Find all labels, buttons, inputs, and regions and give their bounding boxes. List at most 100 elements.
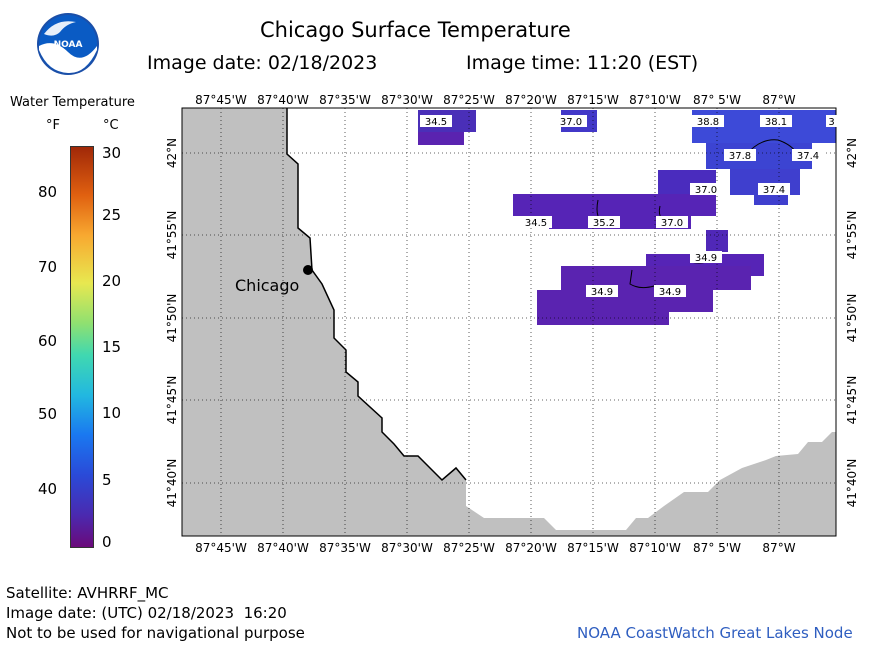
lon-tick-label: 87°35'W bbox=[319, 541, 371, 555]
temp-label-box bbox=[690, 183, 722, 195]
temp-label-box bbox=[758, 183, 790, 195]
legend-f-tick: 80 bbox=[38, 183, 58, 201]
longitude-labels-bottom: 87°45'W 87°40'W 87°35'W 87°30'W 87°25'W 87°20… bbox=[195, 541, 796, 555]
legend-title: Water Temperature bbox=[10, 95, 135, 110]
city-label: Chicago bbox=[235, 276, 299, 295]
lon-tick-label: 87°30'W bbox=[381, 541, 433, 555]
legend-c-tick: 10 bbox=[102, 404, 122, 422]
image-date: Image date: 02/18/2023 bbox=[147, 52, 378, 74]
latitude-labels-right: 42°N 41°55'N 41°50'N 41°45'N 41°40'N bbox=[845, 138, 859, 508]
lon-tick-label: 87°W bbox=[762, 541, 795, 555]
lat-tick-label: 42°N bbox=[165, 138, 179, 168]
temp-label: 38.8 bbox=[697, 117, 719, 128]
temp-label: 34.9 bbox=[695, 253, 717, 264]
lon-tick-label: 87°10'W bbox=[629, 541, 681, 555]
legend-c-tick: 0 bbox=[102, 533, 112, 551]
lat-tick-label: 41°55'N bbox=[845, 211, 859, 260]
lat-tick-label: 41°45'N bbox=[845, 376, 859, 425]
temp-label: 37.8 bbox=[729, 151, 751, 162]
legend-c-tick: 25 bbox=[102, 206, 122, 224]
page-title: Chicago Surface Temperature bbox=[260, 18, 571, 42]
sst-cell bbox=[418, 132, 464, 145]
svg-text:NOAA: NOAA bbox=[54, 40, 83, 50]
lat-tick-label: 41°40'N bbox=[165, 459, 179, 508]
lon-tick-label: 87°40'W bbox=[257, 93, 309, 107]
temp-label: 34.5 bbox=[525, 218, 547, 229]
chicago-marker-icon bbox=[303, 265, 313, 275]
temp-label-box bbox=[520, 216, 552, 228]
sst-cell bbox=[537, 290, 713, 312]
lat-tick-label: 41°40'N bbox=[845, 459, 859, 508]
sst-cell bbox=[754, 195, 788, 205]
legend-unit-f: °F bbox=[46, 118, 60, 133]
image-time: Image time: 11:20 (EST) bbox=[466, 52, 699, 74]
temp-label-box bbox=[826, 115, 837, 127]
temperature-cells bbox=[418, 110, 836, 325]
lon-tick-label: 87°45'W bbox=[195, 93, 247, 107]
credit: NOAA CoastWatch Great Lakes Node bbox=[577, 624, 853, 642]
temp-label: 35.2 bbox=[593, 218, 615, 229]
lat-tick-label: 41°50'N bbox=[165, 294, 179, 343]
legend-f-tick: 70 bbox=[38, 258, 58, 276]
lat-tick-label: 41°55'N bbox=[165, 211, 179, 260]
temp-label: 34.9 bbox=[659, 287, 681, 298]
latitude-labels-left: 42°N 41°55'N 41°50'N 41°45'N 41°40'N bbox=[165, 138, 179, 508]
longitude-labels-top: 87°45'W 87°40'W 87°35'W 87°30'W 87°25'W 87°20… bbox=[195, 93, 796, 107]
lat-lon-grid bbox=[182, 108, 836, 536]
disclaimer: Not to be used for navigational purpose bbox=[6, 624, 305, 642]
temp-label: 37.4 bbox=[763, 185, 785, 196]
lon-tick-label: 87°25'W bbox=[443, 541, 495, 555]
temp-label-box bbox=[654, 285, 686, 297]
coastline bbox=[286, 108, 467, 482]
temp-label-box bbox=[760, 115, 792, 127]
legend-f-tick: 50 bbox=[38, 405, 58, 423]
lon-tick-label: 87°25'W bbox=[443, 93, 495, 107]
map-frame bbox=[181, 107, 837, 537]
sst-cell bbox=[513, 194, 716, 216]
legend-f-tick: 60 bbox=[38, 332, 58, 350]
lon-tick-label: 87°15'W bbox=[567, 541, 619, 555]
sst-cell bbox=[537, 312, 669, 325]
temp-label: 37.0 bbox=[661, 218, 683, 229]
temp-label-box bbox=[586, 285, 618, 297]
satellite-label: Satellite: AVHRRF_MC bbox=[6, 584, 169, 602]
legend-c-tick: 5 bbox=[102, 471, 112, 489]
lon-tick-label: 87°40'W bbox=[257, 541, 309, 555]
lat-tick-label: 41°50'N bbox=[845, 294, 859, 343]
lon-tick-label: 87°10'W bbox=[629, 93, 681, 107]
temp-label: 34.9 bbox=[591, 287, 613, 298]
lon-tick-label: 87° 5'W bbox=[693, 93, 741, 107]
temp-label-box bbox=[692, 115, 724, 127]
temp-label: 37.0 bbox=[560, 117, 582, 128]
legend-unit-c: °C bbox=[103, 118, 119, 133]
temp-label-box bbox=[656, 216, 688, 228]
image-date-utc: Image date: (UTC) 02/18/2023 16:20 bbox=[6, 604, 287, 622]
lat-tick-label: 42°N bbox=[845, 138, 859, 168]
noaa-logo-icon: NOAA bbox=[37, 13, 99, 75]
temp-label-box bbox=[555, 115, 587, 127]
legend-c-tick: 15 bbox=[102, 338, 122, 356]
lon-tick-label: 87°20'W bbox=[505, 541, 557, 555]
temp-label-box bbox=[690, 251, 722, 263]
temp-label: 37.4 bbox=[797, 151, 819, 162]
temp-label: 38.1 bbox=[765, 117, 787, 128]
noaa-logo: NOAA bbox=[36, 12, 100, 76]
lon-tick-label: 87°20'W bbox=[505, 93, 557, 107]
legend-c-tick: 20 bbox=[102, 272, 122, 290]
legend-f-tick: 40 bbox=[38, 480, 58, 498]
lat-tick-label: 41°45'N bbox=[165, 376, 179, 425]
lon-tick-label: 87° 5'W bbox=[693, 541, 741, 555]
lon-tick-label: 87°30'W bbox=[381, 93, 433, 107]
land-mass bbox=[182, 108, 836, 536]
lon-tick-label: 87°15'W bbox=[567, 93, 619, 107]
temperature-labels: 34.5 37.0 38.8 38.1 3 37.8 37.4 37.0 37.4 34.5 35.… bbox=[420, 115, 837, 298]
legend-c-tick: 30 bbox=[102, 144, 122, 162]
lon-tick-label: 87°45'W bbox=[195, 541, 247, 555]
lon-tick-label: 87°W bbox=[762, 93, 795, 107]
sst-cell bbox=[706, 230, 728, 252]
temp-label-box bbox=[420, 115, 452, 127]
color-scale-bar bbox=[70, 146, 94, 548]
temp-label: 34.5 bbox=[425, 117, 447, 128]
lon-tick-label: 87°35'W bbox=[319, 93, 371, 107]
